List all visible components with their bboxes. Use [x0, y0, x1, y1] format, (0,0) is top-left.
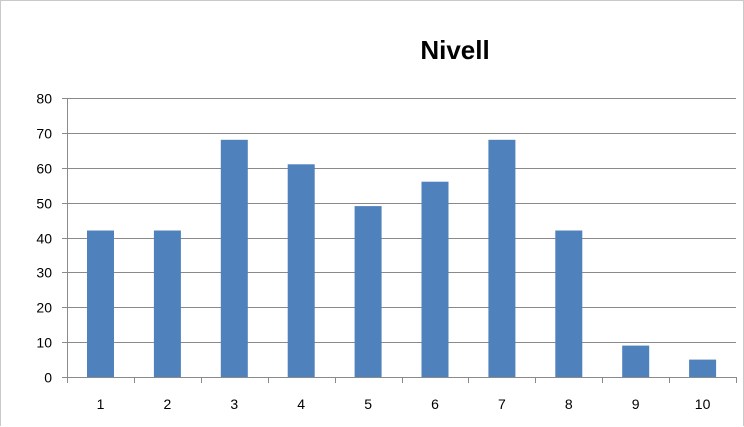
- y-tick-label: 0: [44, 370, 52, 386]
- x-tick-label: 1: [97, 396, 105, 412]
- bar: [220, 139, 248, 377]
- bar: [421, 181, 449, 377]
- bar: [555, 230, 583, 377]
- bar: [488, 139, 516, 377]
- y-tick-label: 10: [36, 335, 52, 351]
- x-tick-labels: 1 2 3 4 5 6 7 8 9 10: [97, 396, 711, 412]
- bar: [153, 230, 181, 377]
- x-tick-label: 10: [695, 396, 711, 412]
- x-tick-label: 4: [297, 396, 305, 412]
- x-tick-label: 9: [632, 396, 640, 412]
- y-tick-label: 60: [36, 161, 52, 177]
- y-tick-label: 50: [36, 196, 52, 212]
- bar: [689, 359, 717, 377]
- x-tick-label: 3: [230, 396, 238, 412]
- x-tick-label: 2: [164, 396, 172, 412]
- bar: [622, 345, 650, 377]
- bars: [87, 139, 717, 377]
- x-tick-label: 5: [364, 396, 372, 412]
- x-tick-label: 8: [565, 396, 573, 412]
- chart-title: Nivell: [420, 35, 489, 65]
- y-tick-labels: 0 10 20 30 40 50 60 70 80: [36, 91, 52, 386]
- y-tick-label: 20: [36, 300, 52, 316]
- y-tick-label: 40: [36, 231, 52, 247]
- x-tick-label: 6: [431, 396, 439, 412]
- y-tick-label: 80: [36, 91, 52, 107]
- bar: [287, 164, 315, 377]
- bar: [354, 206, 382, 377]
- y-tick-label: 70: [36, 126, 52, 142]
- x-tick-label: 7: [498, 396, 506, 412]
- y-tick-label: 30: [36, 265, 52, 281]
- axes: [62, 98, 737, 383]
- bar: [87, 230, 114, 377]
